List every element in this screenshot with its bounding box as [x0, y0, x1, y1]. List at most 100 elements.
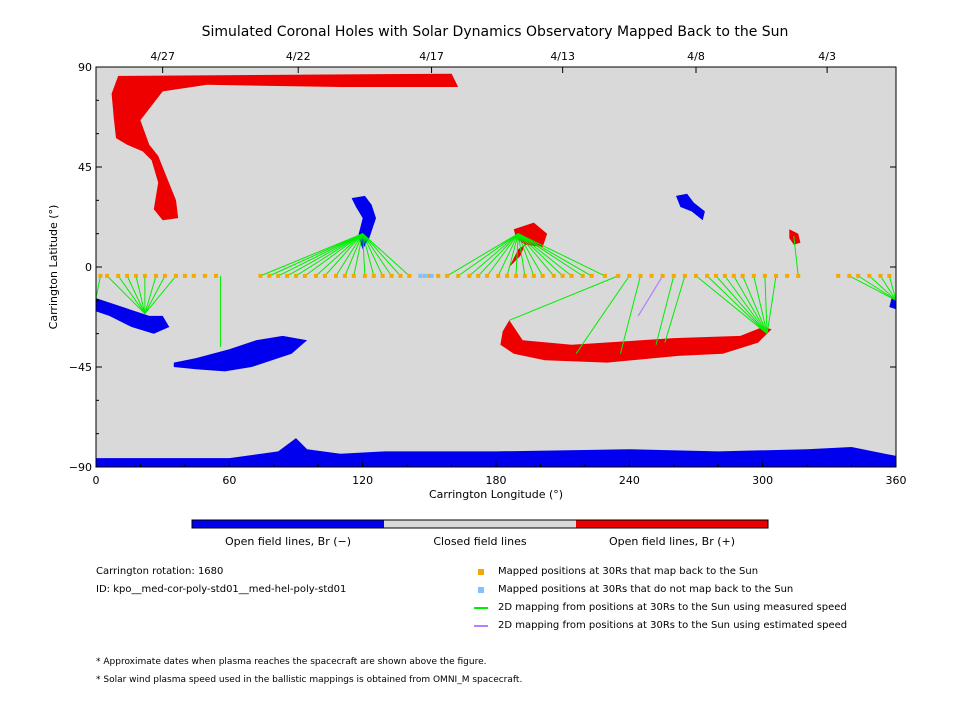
colorbar: Open field lines, Br (−) Closed field lin… [191, 519, 769, 548]
mapped-point-67 [796, 273, 801, 278]
mapped-point-47 [580, 273, 585, 278]
date-label-5: 4/3 [818, 50, 836, 63]
negative-coronal-hole-6 [96, 298, 170, 334]
measured-mapping-line-32 [486, 233, 519, 277]
mapped-points-layer [98, 273, 892, 278]
colorbar-segment-0 [192, 520, 384, 528]
mapped-point-16 [285, 273, 290, 278]
mapped-point-26 [380, 273, 385, 278]
x-tick-label-6: 360 [886, 474, 907, 487]
chart-title: Simulated Coronal Holes with Solar Dynam… [202, 24, 789, 40]
measured-mapping-line-59 [793, 235, 799, 276]
measured-mapping-line-11 [260, 233, 363, 277]
date-label-4: 4/8 [687, 50, 705, 63]
mapped-point-34 [456, 273, 461, 278]
mapped-point-68 [836, 273, 841, 278]
mapped-point-36 [476, 273, 481, 278]
mapped-point-50 [616, 273, 621, 278]
mapped-point-53 [649, 273, 654, 278]
measured-mapping-line-35 [515, 233, 519, 276]
mapped-point-14 [267, 273, 272, 278]
x-tick-label-5: 300 [752, 474, 773, 487]
y-tick-label-3: −45 [69, 361, 92, 374]
mapped-point-42 [531, 273, 536, 278]
measured-mapping-line-47 [619, 275, 641, 354]
mapped-point-51 [627, 273, 632, 278]
mapped-point-38 [496, 273, 501, 278]
measured-mapping-line-33 [497, 233, 519, 277]
mapped-point-61 [731, 273, 736, 278]
measured-mapping-line-12 [269, 233, 363, 277]
measured-mapping-line-16 [304, 233, 363, 277]
mapped-point-40 [514, 273, 518, 278]
mapped-point-69 [847, 273, 852, 278]
measured-mapping-line-24 [362, 233, 384, 277]
measured-mapping-line-61 [857, 275, 897, 301]
measured-mapping-line-44 [518, 233, 606, 277]
mapped-point-22 [342, 273, 347, 278]
mapped-point-1 [105, 273, 110, 278]
measured-mapping-line-21 [353, 233, 364, 276]
measured-mapping-line-64 [888, 275, 897, 301]
measured-mapping-line-38 [517, 233, 544, 277]
measured-mapping-line-7 [144, 275, 157, 314]
measured-mapping-line-50 [695, 275, 768, 335]
mapped-point-45 [560, 273, 565, 278]
measured-mapping-line-56 [753, 275, 768, 334]
measured-mapping-line-28 [446, 233, 519, 277]
mapped-point-46 [569, 273, 574, 278]
mapped-point-33 [445, 273, 450, 278]
y-tick-label-4: −90 [69, 461, 92, 474]
legend-label-2: 2D mapping from positions at 30Rs to the… [498, 602, 847, 613]
mapped-point-71 [867, 273, 872, 278]
colorbar-segment-2 [576, 520, 768, 528]
measured-mapping-line-51 [706, 275, 768, 335]
mapped-point-59 [714, 273, 718, 278]
plot-background [96, 67, 896, 467]
x-tick-label-0: 0 [93, 474, 100, 487]
unmapped-point-2 [429, 273, 434, 278]
legend-swatch-3 [474, 625, 488, 627]
x-axis-label: Carrington Longitude (°) [429, 488, 563, 501]
model-id: ID: kpo__med-cor-poly-std01__med-hel-pol… [96, 584, 347, 595]
date-label-0: 4/27 [150, 50, 175, 63]
legend-swatch-2 [474, 607, 488, 609]
measured-mapping-line-22 [362, 233, 366, 276]
legend-swatch-1 [478, 587, 484, 593]
measured-mapping-line-55 [742, 275, 768, 334]
measured-mapping-line-8 [144, 275, 166, 314]
measured-mapping-line-23 [362, 233, 375, 277]
axes-layer: 0 60 120 180 240 300 360 90 45 0 −45 −90 4/27 4/22 4/1… [69, 50, 907, 487]
measured-mapping-line-62 [868, 275, 897, 301]
mapped-point-19 [314, 273, 318, 278]
mapped-point-3 [125, 273, 130, 278]
measured-mapping-line-46 [575, 275, 630, 354]
unmapped-point-1 [422, 273, 427, 278]
mapped-point-58 [705, 273, 710, 278]
measured-mapping-line-58 [766, 275, 777, 334]
mapped-point-37 [485, 273, 490, 278]
mapped-point-48 [589, 273, 594, 278]
mapped-point-0 [98, 273, 103, 278]
mapped-point-11 [202, 273, 207, 278]
mapped-point-13 [258, 273, 263, 278]
coronal-holes-layer [96, 73, 896, 467]
legend-swatch-0 [478, 569, 484, 575]
measured-mapping-line-37 [517, 233, 535, 277]
mapped-point-62 [740, 273, 745, 278]
mapped-point-65 [774, 273, 778, 278]
mapped-point-60 [722, 273, 727, 278]
footnote-dates: * Approximate dates when plasma reaches … [96, 657, 487, 667]
mapped-point-25 [371, 273, 376, 278]
mapped-point-39 [505, 273, 510, 278]
mapped-point-27 [389, 273, 394, 278]
measured-mapping-line-1 [95, 275, 101, 299]
negative-coronal-hole-7 [173, 335, 308, 372]
positive-coronal-hole-0 [111, 73, 459, 221]
mapped-point-66 [785, 273, 790, 278]
mapped-point-28 [398, 273, 403, 278]
mapped-point-64 [762, 273, 767, 278]
colorbar-segment-1 [384, 520, 576, 528]
measured-mapping-line-45 [509, 275, 619, 321]
